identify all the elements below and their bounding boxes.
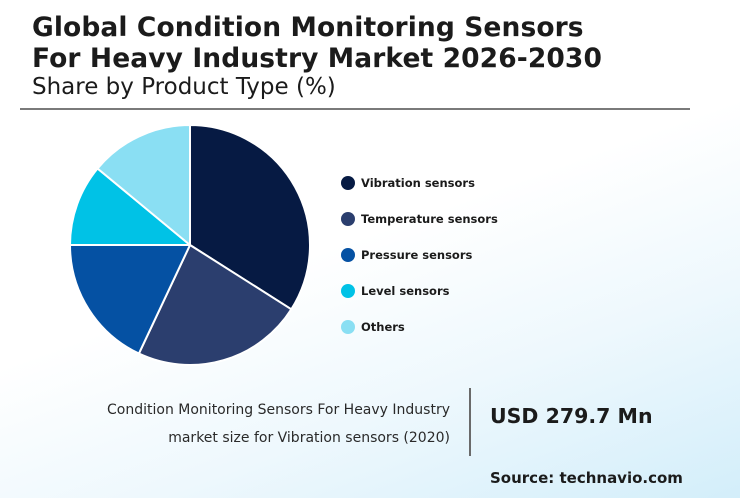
stat-divider: [469, 388, 471, 456]
pie-slice-level-sensors: [69, 167, 191, 246]
pie-chart: [69, 124, 311, 366]
legend-swatch: [341, 176, 355, 190]
market-size-value: USD 279.7 Mn: [490, 404, 653, 428]
source-label: Source: technavio.com: [490, 469, 683, 487]
legend-label: Level sensors: [361, 284, 450, 298]
pie-slice-others: [96, 124, 191, 246]
legend-label: Vibration sensors: [361, 176, 475, 190]
market-size-caption: Condition Monitoring Sensors For Heavy I…: [107, 396, 450, 452]
pie-slice-pressure-sensors: [69, 244, 191, 355]
legend-swatch: [341, 320, 355, 334]
legend-item-vibration-sensors: Vibration sensors: [341, 174, 498, 192]
chart-title-line-1: Global Condition Monitoring Sensors: [32, 12, 584, 43]
legend-item-pressure-sensors: Pressure sensors: [341, 246, 498, 264]
chart-legend: Vibration sensors Temperature sensors Pres…: [341, 174, 498, 354]
legend-swatch: [341, 284, 355, 298]
legend-label: Temperature sensors: [361, 212, 498, 226]
legend-label: Pressure sensors: [361, 248, 473, 262]
legend-item-temperature-sensors: Temperature sensors: [341, 210, 498, 228]
legend-item-others: Others: [341, 318, 498, 336]
pie-slice-temperature-sensors: [137, 244, 293, 366]
market-size-caption-line-2: market size for Vibration sensors (2020): [168, 430, 450, 446]
legend-label: Others: [361, 320, 405, 334]
chart-title-line-2: For Heavy Industry Market 2026-2030: [32, 43, 603, 74]
legend-swatch: [341, 212, 355, 226]
legend-swatch: [341, 248, 355, 262]
chart-title: Global Condition Monitoring Sensors For …: [32, 12, 602, 74]
chart-subtitle: Share by Product Type (%): [32, 74, 336, 100]
market-size-caption-line-1: Condition Monitoring Sensors For Heavy I…: [107, 402, 450, 418]
legend-item-level-sensors: Level sensors: [341, 282, 498, 300]
header-divider: [20, 108, 690, 110]
